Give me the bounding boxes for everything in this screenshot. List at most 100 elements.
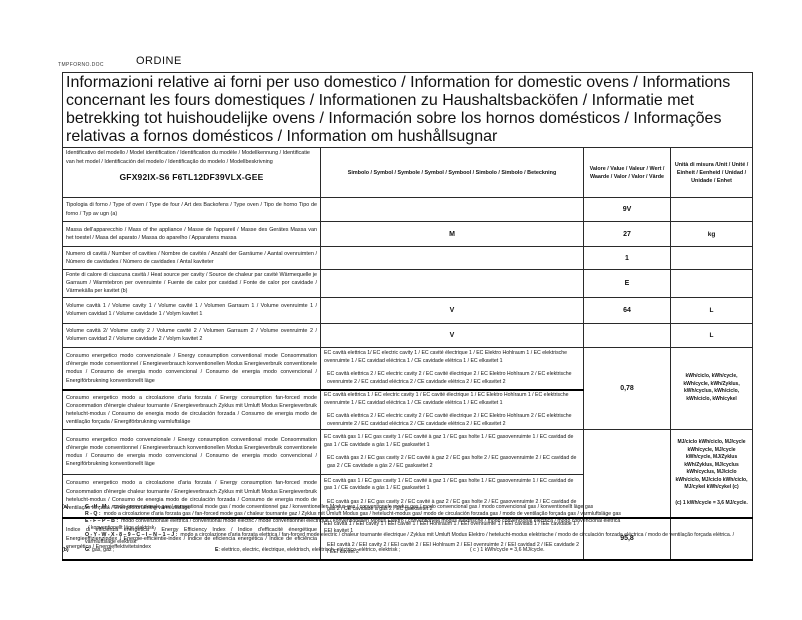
ec-electric-cavity1-symbol: EC cavità elettrica 1 / EC electric cavi… <box>324 392 569 406</box>
footnote-code: O - Y - W - X - 8 – 9 – C – I – N – 1 – … <box>85 532 178 538</box>
ec-electric-conventional-label: Consumo energetico modo convenzionale / … <box>62 346 321 391</box>
row-oven-type: Tipologia di forno / Type of oven / Type… <box>62 197 754 222</box>
ec-gas-cavity1-symbol: EC cavità gas 1 / EC gas cavity 1 / EC c… <box>324 434 574 448</box>
volume1-label: Volume cavità 1 / Volume cavity 1 / Volu… <box>62 296 321 324</box>
ec-gas-cavity2-symbol: EC cavità gas 2 / EC gas cavity 2 / EC c… <box>327 498 577 513</box>
ec-gas-fan-symbols: EC cavità gas 1 / EC gas cavity 1 / EC c… <box>320 474 584 519</box>
ec-gas-cavity2-symbol: EC cavità gas 2 / EC gas cavity 2 / EC c… <box>327 455 577 469</box>
volume2-unit: L <box>669 322 754 348</box>
column-header-symbol: Simbolo / Symbol / Symbole / Symbol / Sy… <box>320 147 584 198</box>
footnote-code: G - H - M : <box>85 504 110 510</box>
row-ec-gas-conventional: Consumo energetico modo convenzionale / … <box>62 429 754 519</box>
heat-source-value: E <box>583 269 671 298</box>
footnote-a-line: / konventionellt läge elektrisk <box>85 525 754 532</box>
volume1-unit: L <box>669 296 754 324</box>
footnote-text: modo a circolazione d'aria forzata elett… <box>85 532 735 545</box>
footnote-text: modo convenzionale elettrica / conventio… <box>121 518 621 524</box>
cavities-label: Numero di cavità / Number of cavities / … <box>62 246 321 270</box>
row-volume-cavity-2: Volume cavità 2/ Volume cavity 2 / Volum… <box>62 322 754 348</box>
ec-electric-value: 0,78 <box>583 346 671 431</box>
ec-gas-conventional-label: Consumo energetico modo convenzionale / … <box>62 429 321 476</box>
heat-source-symbol <box>320 269 584 298</box>
ec-electric-unit: kWh/ciclo, kWh/cycle, kWh/cycle, kWh/Zyk… <box>669 346 754 431</box>
volume1-value: 64 <box>583 296 671 324</box>
electric-code: E <box>215 547 219 553</box>
row-mass: Massa dell'apparecchio / Mass of the app… <box>62 221 754 247</box>
electric-text: : elettrico, electric, électrique, elekt… <box>218 547 401 553</box>
ec-electric-cavity1-symbol: EC cavità elettrica 1/ EC electric cavit… <box>324 350 568 364</box>
model-identification-label: Identificativo del modello / Model ident… <box>66 150 310 165</box>
footnote-a-line: O - Y - W - X - 8 – 9 – C – I – N – 1 – … <box>85 532 754 546</box>
cavities-unit <box>669 246 754 270</box>
footnote-a-mark: (a) <box>62 504 69 510</box>
heat-source-unit <box>669 269 754 298</box>
row-ec-gas-fan-forced: Consumo energetico modo a circolazione d… <box>62 474 753 519</box>
column-header-unit: Unità di misura /Unit / Unité / Einheit … <box>669 147 754 198</box>
ec-gas-value <box>583 429 671 519</box>
mass-value: 27 <box>583 221 671 247</box>
ec-electric-conventional-symbols: EC cavità elettrica 1/ EC electric cavit… <box>320 346 584 391</box>
footnote-code: R - Q : <box>85 511 101 517</box>
footnote-b-mark: (b) <box>62 547 69 553</box>
footnote-b-body: G: gas, gaz ; E: elettrico, electric, él… <box>85 547 754 554</box>
footnote-code: E - F – P – B : <box>85 518 119 524</box>
footnotes: (a) G - H - M : modo convenzionale gas / … <box>62 504 754 554</box>
ec-gas-unit-text: MJ/ciclo kWh/ciclo, MJ/cycle kWh/cycle, … <box>675 439 748 491</box>
column-header-value: Valore / Value / Valeur / Wert / Waarde … <box>583 147 671 198</box>
volume2-value <box>583 322 671 348</box>
oven-type-label: Tipologia di forno / Type of oven / Type… <box>62 197 321 222</box>
heat-source-label: Fonte di calore di ciascuna cavità / Hea… <box>62 269 321 298</box>
model-number: GFX92IX-S6 F6TL12DF39VLX-GEE <box>119 172 264 182</box>
ec-gas-unit-note: (c) 1 kWh/cycle = 3,6 MJ/cycle. <box>675 499 748 506</box>
volume2-symbol: V <box>320 322 584 348</box>
model-identification-cell: Identificativo del modello / Model ident… <box>62 147 321 198</box>
ec-gas-conventional-symbols: EC cavità gas 1 / EC gas cavity 1 / EC c… <box>320 429 584 476</box>
eei-unit <box>669 516 754 561</box>
row-heat-source: Fonte di calore di ciascuna cavità / Hea… <box>62 269 754 298</box>
mass-symbol: M <box>320 221 584 247</box>
cavities-value: 1 <box>583 246 671 270</box>
footnote-a-line: G - H - M : modo convenzionale gas / conv… <box>85 504 754 511</box>
oven-info-table: Informazioni relative ai forni per uso d… <box>61 72 754 561</box>
ec-gas-fan-label: Consumo energetico modo a circolazione d… <box>62 474 321 519</box>
footnote-text: modo convenzionale gas / conventional mo… <box>112 504 594 510</box>
footnote-text: / konventionellt läge elektrisk <box>88 525 155 531</box>
cavities-symbol <box>320 246 584 270</box>
page-title: ORDINE <box>136 55 182 67</box>
row-ec-electric-conventional: Consumo energetico modo convenzionale / … <box>62 346 754 431</box>
mass-unit: kg <box>669 221 754 247</box>
volume1-symbol: V <box>320 296 584 324</box>
footnote-b: (b) G: gas, gaz ; E: elettrico, electric… <box>62 547 754 554</box>
gas-code: G <box>85 547 90 553</box>
eei-symbols: EEI cavità 1 / EEI cavity 1 / EEI cavité… <box>320 516 584 561</box>
ec-gas-cavity1-symbol: EC cavità gas 1 / EC gas cavity 1 / EC c… <box>324 477 574 492</box>
doc-filename: TMPFORNO.DOC <box>58 62 104 68</box>
table-banner-text: Informazioni relative ai forni per uso d… <box>61 72 754 148</box>
footnote-b-electric: E: elettrico, electric, électrique, elek… <box>215 547 470 554</box>
footnote-a-body: G - H - M : modo convenzionale gas / conv… <box>85 504 754 546</box>
eei-value: 95,8 <box>583 516 671 561</box>
footnote-a: (a) G - H - M : modo convenzionale gas / … <box>62 504 754 546</box>
row-number-of-cavities: Numero di cavità / Number of cavities / … <box>62 246 754 270</box>
footnote-a-line: E - F – P – B : modo convenzionale elettr… <box>85 518 754 525</box>
ec-electric-cavity2-symbol: EC cavità elettrica 2 / EC electric cavi… <box>327 413 572 427</box>
row-volume-cavity-1: Volume cavità 1 / Volume cavity 1 / Volu… <box>62 296 754 324</box>
footnote-a-line: R - Q : modo a circolazione d'aria forzat… <box>85 511 754 518</box>
ec-electric-fan-symbols: EC cavità elettrica 1 / EC electric cavi… <box>320 389 584 431</box>
oven-type-value: 9V <box>583 197 671 222</box>
banner-row: Informazioni relative ai forni per uso d… <box>61 72 754 148</box>
oven-type-symbol <box>320 197 584 222</box>
footnote-text: modo a circolazione d'aria forzata gas /… <box>103 511 621 517</box>
eei-cavity1-symbol: EEI cavità 1 / EEI cavity 1 / EEI cavité… <box>324 520 579 535</box>
footnote-b-gas: G: gas, gaz ; <box>85 547 215 554</box>
ec-electric-fan-label: Consumo energetico modo a circolazione d… <box>62 389 321 431</box>
mass-label: Massa dell'apparecchio / Mass of the app… <box>62 221 321 247</box>
eei-label: Indice di efficienza energetica / Energy… <box>62 516 321 561</box>
ec-electric-cavity2-symbol: EC cavità elettrica 2 / EC electric cavi… <box>327 371 572 385</box>
oven-type-unit <box>669 197 754 222</box>
eei-cavity2-symbol: EEI cavità 2 / EEI cavity 2 / EEI cavité… <box>327 541 580 556</box>
footnote-c-conversion: ( c ) 1 kWh/cycle = 3,6 MJ/cycle. <box>470 547 545 553</box>
identification-row: Identificativo del modello / Model ident… <box>62 147 754 198</box>
row-energy-efficiency-index: Indice di efficienza energetica / Energy… <box>62 516 754 561</box>
